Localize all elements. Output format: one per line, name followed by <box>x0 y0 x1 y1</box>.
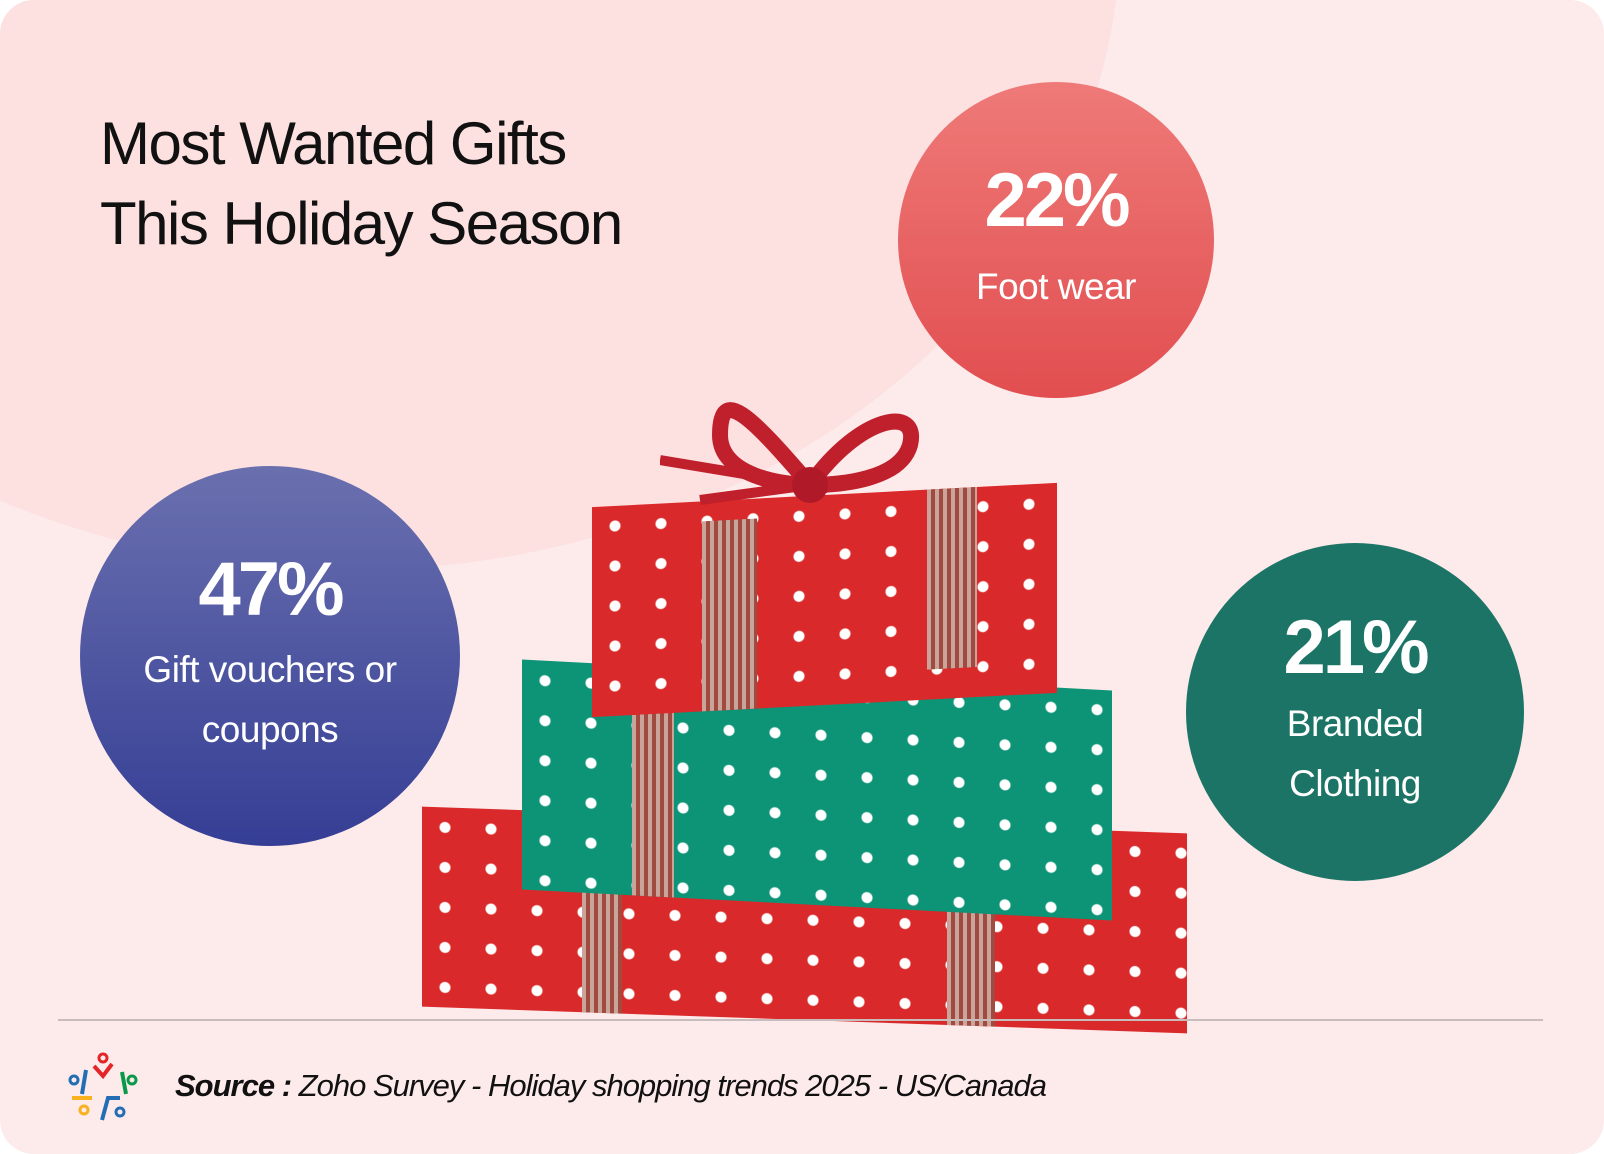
stat-label-line-1: Gift vouchers or <box>143 649 397 690</box>
stat-label-line-1: Branded <box>1286 703 1424 744</box>
stat-percent: 47% <box>198 547 344 632</box>
page-title: Most Wanted Gifts This Holiday Season <box>100 104 623 264</box>
divider <box>58 1019 1543 1021</box>
stat-label-line-2: coupons <box>201 709 339 750</box>
source-text: Zoho Survey - Holiday shopping trends 20… <box>298 1068 1047 1103</box>
title-line-2: This Holiday Season <box>100 190 623 257</box>
gift-boxes-image <box>420 395 1200 1034</box>
gift-box-top <box>592 482 1057 718</box>
stat-label-line-2: Clothing <box>1289 763 1421 804</box>
source-label: Source : <box>175 1068 292 1103</box>
stat-gift-vouchers: 47% Gift vouchers or coupons <box>80 466 460 846</box>
title-line-1: Most Wanted Gifts <box>100 110 567 177</box>
stat-label: Foot wear <box>975 266 1137 307</box>
zoho-survey-logo-icon <box>68 1052 138 1121</box>
stat-branded-clothing: 21% Branded Clothing <box>1186 543 1524 881</box>
stat-percent: 22% <box>984 158 1130 243</box>
source-citation: Source : Zoho Survey - Holiday shopping … <box>175 1068 1047 1104</box>
stat-percent: 21% <box>1283 605 1429 690</box>
stat-foot-wear: 22% Foot wear <box>898 82 1214 398</box>
ribbon-bow <box>660 402 920 505</box>
